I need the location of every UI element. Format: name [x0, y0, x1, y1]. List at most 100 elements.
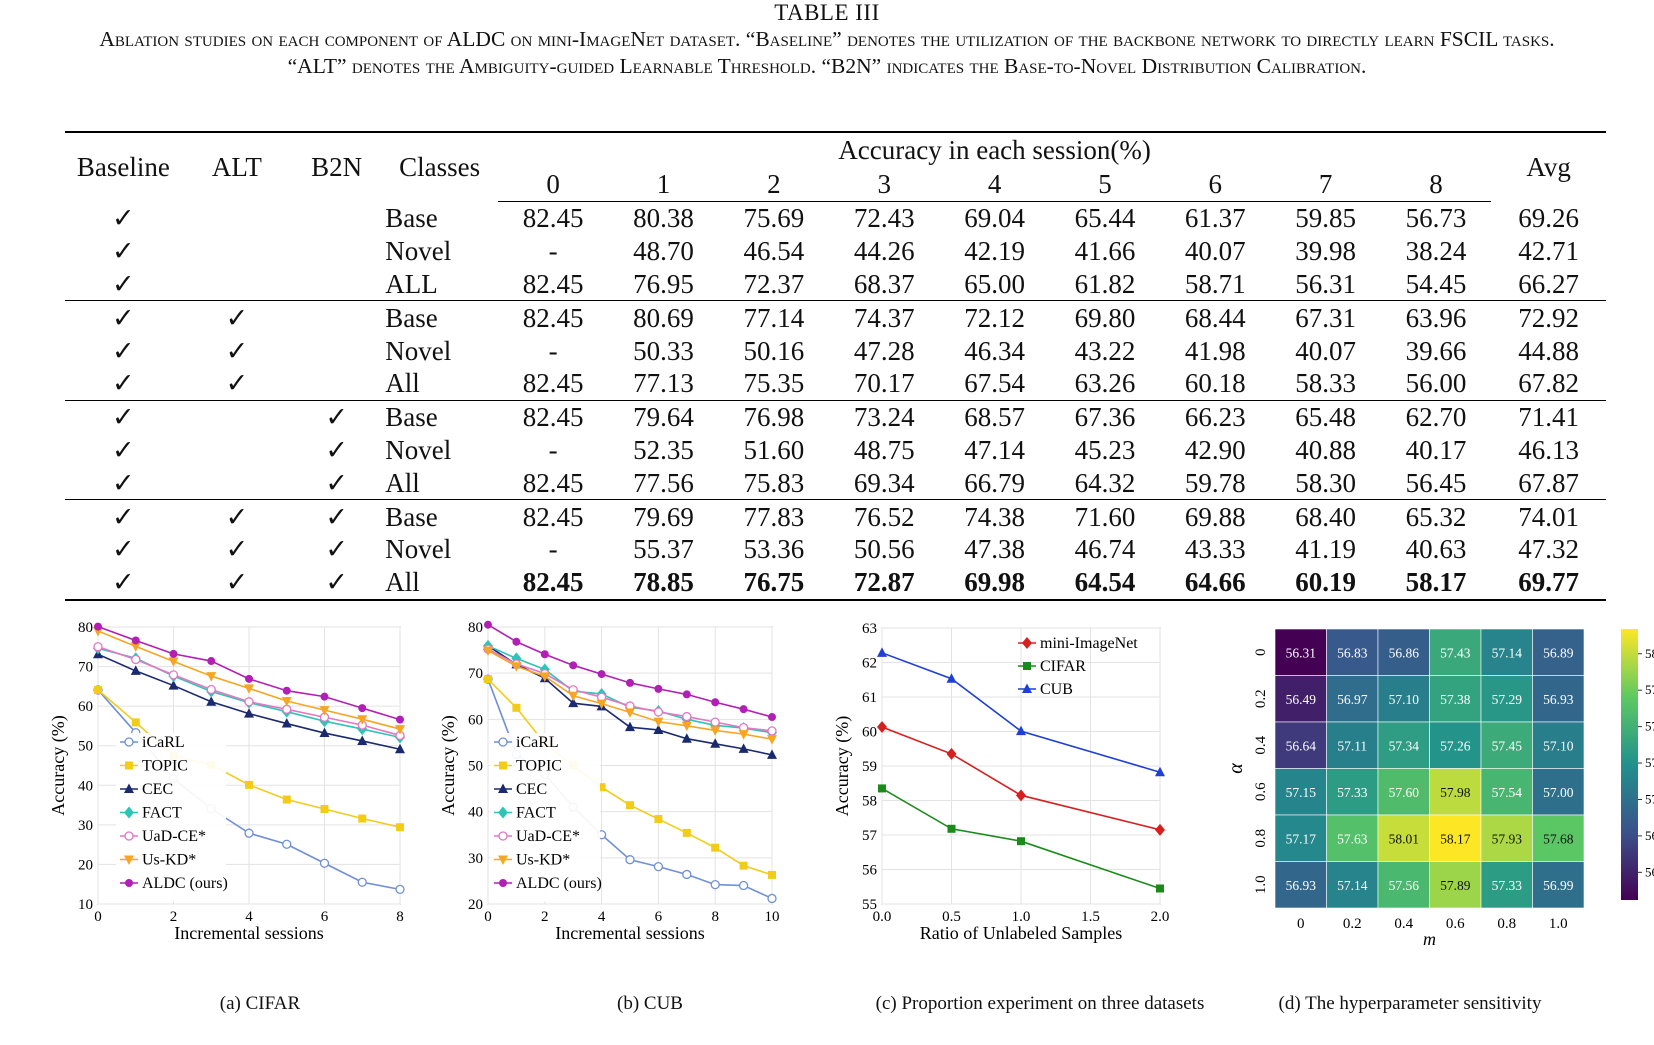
- data-point: [711, 698, 720, 707]
- legend-item: iCaRL: [120, 734, 185, 751]
- data-point: [169, 649, 178, 658]
- y-tick-label: 60: [468, 712, 483, 728]
- heatmap-cell: [1274, 814, 1327, 862]
- data-point: [130, 665, 141, 675]
- accuracy-cell: 75.83: [743, 467, 805, 498]
- heatmap-cell: [1429, 861, 1482, 909]
- accuracy-cell: 76.98: [718, 399, 830, 434]
- avg-cell: 46.13: [1518, 434, 1579, 465]
- data-point: [319, 727, 330, 738]
- accuracy-cell: 46.34: [964, 335, 1025, 366]
- heatmap-cell: [1480, 768, 1533, 816]
- legend-item: iCaRL: [494, 734, 559, 751]
- chart-cifar-svg: 10 20 30 40 50 60 70 80 0 2 4 6 8 Incremental session…: [48, 620, 405, 943]
- data-point: [739, 705, 748, 714]
- accuracy-cell: 41.98: [1184, 335, 1246, 366]
- accuracy-cell: 68.44: [1160, 300, 1271, 335]
- y-tick-label: 0.8: [1253, 829, 1269, 848]
- legend-marker: [1023, 662, 1031, 670]
- data-point: [681, 721, 692, 732]
- check-baseline: ✓: [65, 399, 182, 434]
- data-point: [682, 690, 691, 699]
- data-point: [946, 673, 957, 683]
- header-classes: Classes: [381, 131, 498, 202]
- avg-cell: 69.26: [1518, 203, 1579, 234]
- heatmap-cell: [1532, 768, 1585, 816]
- legend-label: Us-KD*: [142, 852, 196, 869]
- avg-cell: 74.01: [1491, 499, 1606, 533]
- data-point: [654, 684, 663, 693]
- accuracy-cell: 51.60: [743, 434, 805, 465]
- data-point: [168, 680, 179, 690]
- session-header-8: 8: [1380, 167, 1492, 202]
- data-point: [877, 647, 887, 657]
- data-point: [1156, 884, 1164, 893]
- data-point: [768, 713, 776, 722]
- accuracy-cell: 58.17: [1380, 565, 1492, 601]
- legend-item: TOPIC: [494, 758, 562, 775]
- check-baseline: ✓: [112, 236, 135, 267]
- data-point: [710, 738, 721, 748]
- data-point: [319, 858, 330, 868]
- data-point: [357, 877, 367, 887]
- y-tick-label: 62: [862, 656, 877, 672]
- accuracy-cell: 66.23: [1160, 399, 1271, 434]
- x-tick-label: 0.4: [1394, 916, 1413, 932]
- heatmap-cell: [1377, 675, 1430, 723]
- accuracy-cell: 50.56: [853, 534, 915, 565]
- colorbar-tick-label: 56.50: [1645, 864, 1654, 879]
- data-point: [319, 706, 330, 716]
- data-point: [512, 703, 521, 712]
- accuracy-cell: 63.26: [1074, 368, 1136, 399]
- accuracy-cell: 40.88: [1295, 434, 1357, 465]
- heatmap-cell: [1429, 628, 1482, 676]
- check-b2n: ✓: [292, 565, 382, 601]
- accuracy-cell: 58.30: [1295, 467, 1357, 498]
- data-point: [281, 718, 292, 728]
- legend-marker: [498, 783, 508, 793]
- accuracy-cell: 40.63: [1405, 534, 1467, 565]
- accuracy-cell: 62.70: [1380, 399, 1492, 434]
- y-tick-label: 20: [78, 857, 93, 873]
- check-b2n: [292, 300, 382, 335]
- data-point: [358, 704, 367, 713]
- accuracy-cell: 77.13: [633, 368, 694, 399]
- accuracy-cell: 69.88: [1160, 499, 1271, 533]
- accuracy-cell: -: [548, 534, 558, 565]
- heatmap-cell: [1532, 721, 1585, 769]
- heatmap-cell: [1274, 861, 1327, 909]
- chart-cub-svg: 20 30 40 50 60 70 80 0 2 4 6 8 10 Incremental session…: [438, 620, 780, 943]
- series-uad-ce-: [93, 642, 405, 741]
- legend-label: CUB: [1040, 681, 1073, 698]
- legend-item: UaD-CE*: [494, 828, 580, 845]
- heatmap-cell: [1274, 628, 1327, 676]
- heatmap-cell-label: 57.00: [1543, 785, 1574, 800]
- series-us-kd-: [93, 626, 405, 735]
- chart-cub: 20 30 40 50 60 70 80 0 2 4 6 8 10 Incremental session…: [432, 620, 832, 985]
- data-point: [94, 622, 102, 631]
- accuracy-cell: 44.26: [853, 236, 915, 267]
- accuracy-cell: 59.78: [1184, 467, 1246, 498]
- accuracy-cell: 43.33: [1184, 534, 1246, 565]
- data-point: [568, 697, 579, 708]
- x-tick-label: 2: [170, 909, 178, 925]
- check-baseline: ✓: [65, 565, 182, 601]
- y-tick-label: 50: [78, 739, 93, 755]
- heatmap-cell: [1532, 628, 1585, 676]
- data-point: [653, 707, 664, 717]
- y-tick-label: 50: [468, 759, 483, 775]
- legend-label: FACT: [516, 805, 556, 822]
- heatmap-cell-label: 58.17: [1440, 831, 1471, 846]
- accuracy-cell: 56.45: [1405, 467, 1467, 498]
- accuracy-cell: 50.33: [633, 335, 694, 366]
- table-row: ✓ ✓ All 82.45 77.13 75.35 70.17 67.54 63.26 60.18…: [65, 367, 1606, 400]
- heatmap-cell-label: 57.60: [1389, 785, 1420, 800]
- data-point: [244, 828, 254, 838]
- data-point: [569, 661, 578, 670]
- check-baseline: ✓: [65, 300, 182, 335]
- y-axis-label: Accuracy (%): [438, 715, 459, 815]
- heatmap-cell: [1532, 814, 1585, 862]
- colorbar-tick-label: 56.75: [1645, 828, 1654, 843]
- accuracy-cell: 67.31: [1270, 300, 1381, 335]
